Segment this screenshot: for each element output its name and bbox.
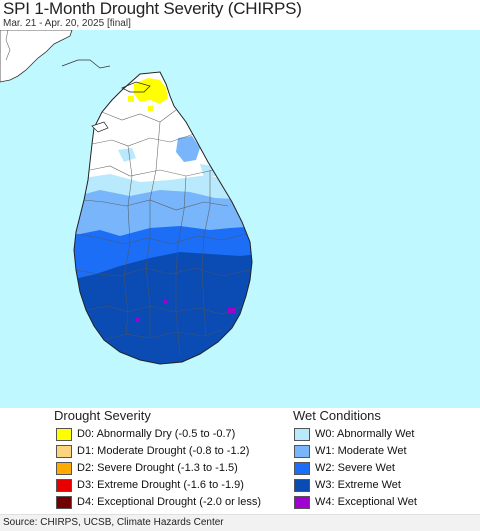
adams-bridge — [61, 59, 111, 69]
legend-item-w4: W4: Exceptional Wet — [294, 495, 417, 509]
w1-label: W1: Moderate Wet — [315, 445, 407, 457]
d3-label: D3: Extreme Drought (-1.6 to -1.9) — [77, 479, 244, 491]
d0-cell-2 — [148, 106, 153, 111]
w3-region — [74, 252, 252, 364]
w2-label: W2: Severe Wet — [315, 462, 395, 474]
w4-cell-center — [164, 300, 167, 303]
legend: Drought Severity Wet Conditions D0: Abno… — [0, 408, 480, 514]
legend-item-w3: W3: Extreme Wet — [294, 478, 401, 492]
mannar-island — [91, 121, 109, 133]
jaffna-lagoon — [121, 81, 151, 93]
legend-item-w0: W0: Abnormally Wet — [294, 427, 414, 441]
footer: Source: CHIRPS, UCSB, Climate Hazards Ce… — [0, 514, 480, 531]
d0-cell-1 — [128, 96, 134, 102]
mainland-state-border — [5, 30, 11, 61]
d0-label: D0: Abnormally Dry (-0.5 to -0.7) — [77, 428, 236, 440]
map-date-range: Mar. 21 - Apr. 20, 2025 [final] — [3, 18, 131, 29]
d2-label: D2: Severe Drought (-1.3 to -1.5) — [77, 462, 238, 474]
district-borders — [75, 109, 251, 355]
d1-swatch — [56, 444, 72, 458]
d0-swatch — [56, 427, 72, 441]
w1-swatch — [294, 444, 310, 458]
w4-label: W4: Exceptional Wet — [315, 496, 417, 508]
w4-swatch — [294, 495, 310, 509]
w0-patch-north — [118, 148, 136, 162]
legend-item-w2: W2: Severe Wet — [294, 461, 395, 475]
header: SPI 1-Month Drought Severity (CHIRPS) Ma… — [0, 0, 480, 30]
source-credit: Source: CHIRPS, UCSB, Climate Hazards Ce… — [3, 517, 224, 528]
w0-swatch — [294, 427, 310, 441]
w0-label: W0: Abnormally Wet — [315, 428, 415, 440]
map-canvas — [0, 30, 253, 365]
mainland-coast — [0, 30, 73, 83]
legend-item-d2: D2: Severe Drought (-1.3 to -1.5) — [56, 461, 238, 475]
d2-swatch — [56, 461, 72, 475]
w3-swatch — [294, 478, 310, 492]
d1-label: D1: Moderate Drought (-0.8 to -1.2) — [77, 445, 250, 457]
drought-legend-heading: Drought Severity — [54, 408, 151, 423]
w4-cell-south-east — [228, 308, 236, 314]
wet-legend-heading: Wet Conditions — [293, 408, 381, 423]
w2-swatch — [294, 461, 310, 475]
legend-item-d0: D0: Abnormally Dry (-0.5 to -0.7) — [56, 427, 235, 441]
d3-swatch — [56, 478, 72, 492]
w4-cell-south — [136, 318, 140, 322]
map-title: SPI 1-Month Drought Severity (CHIRPS) — [3, 0, 302, 18]
map-area — [0, 30, 480, 408]
legend-item-d4: D4: Exceptional Drought (-2.0 or less) — [56, 495, 261, 509]
legend-item-w1: W1: Moderate Wet — [294, 444, 407, 458]
w3-label: W3: Extreme Wet — [315, 479, 401, 491]
d4-label: D4: Exceptional Drought (-2.0 or less) — [77, 496, 262, 508]
legend-item-d3: D3: Extreme Drought (-1.6 to -1.9) — [56, 478, 244, 492]
w1-patch-northeast — [176, 136, 200, 162]
d0-region-north — [134, 78, 168, 104]
legend-item-d1: D1: Moderate Drought (-0.8 to -1.2) — [56, 444, 249, 458]
island-coastline — [73, 71, 253, 365]
d4-swatch — [56, 495, 72, 509]
